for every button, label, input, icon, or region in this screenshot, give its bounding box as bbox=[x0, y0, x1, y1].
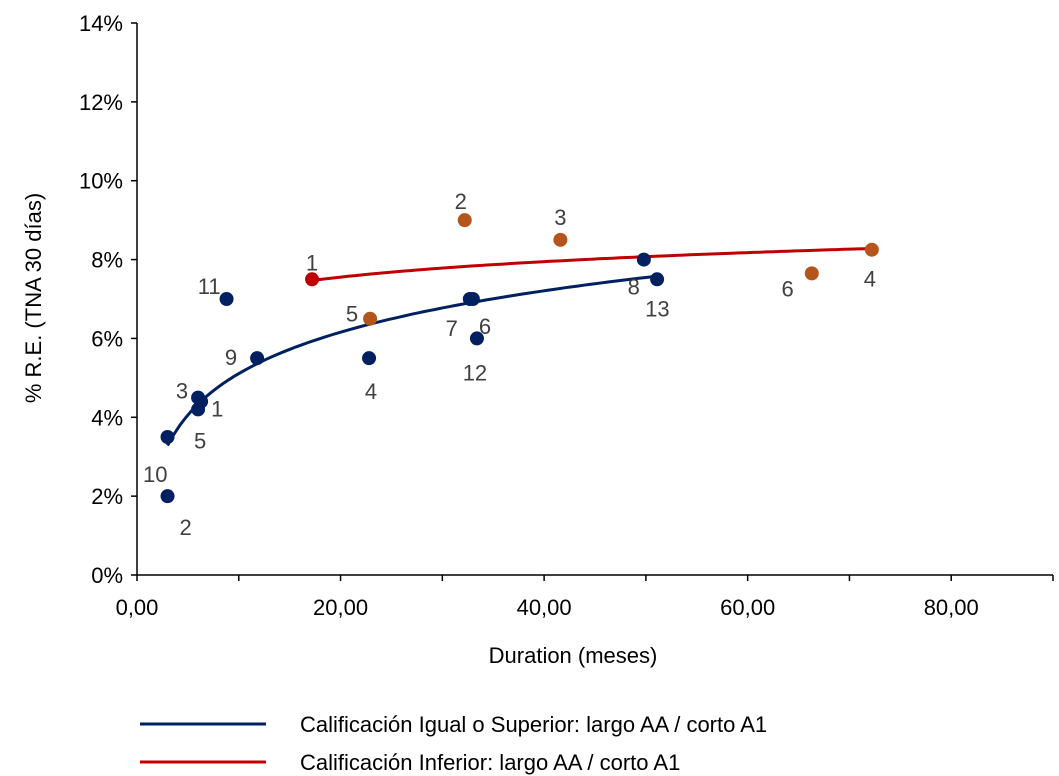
x-axis-ticks: 0,00 20,00 40,00 60,00 80,00 bbox=[116, 575, 1054, 620]
data-point bbox=[191, 402, 206, 417]
data-point-label: 7 bbox=[446, 316, 458, 341]
data-point-label: 9 bbox=[225, 345, 237, 370]
data-point bbox=[650, 272, 665, 287]
data-point bbox=[636, 252, 651, 267]
x-axis-title: Duration (meses) bbox=[489, 643, 658, 668]
x-tick-label: 80,00 bbox=[924, 595, 979, 620]
y-tick-label: 2% bbox=[91, 484, 123, 509]
data-point bbox=[250, 351, 265, 366]
data-point bbox=[219, 292, 234, 306]
data-point-label: 6 bbox=[782, 276, 794, 301]
data-point-label: 3 bbox=[554, 205, 566, 230]
data-point bbox=[191, 390, 206, 405]
data-point-label: 2 bbox=[455, 189, 467, 214]
legend: Calificación Igual o Superior: largo AA … bbox=[140, 712, 767, 775]
data-point-label: 1 bbox=[211, 397, 223, 422]
x-tick-label: 40,00 bbox=[517, 595, 572, 620]
legend-label-series-2: Calificación Inferior: largo AA / corto … bbox=[300, 750, 680, 775]
data-points bbox=[160, 213, 879, 504]
x-tick-label: 0,00 bbox=[116, 595, 159, 620]
plot-area: 0% 2% 4% 6% 8% 10% 12% 14% 0,00 20,00 40,00 60,00 8… bbox=[79, 11, 1054, 620]
y-tick-label: 12% bbox=[79, 90, 123, 115]
y-tick-label: 0% bbox=[91, 563, 123, 588]
y-tick-label: 4% bbox=[91, 405, 123, 430]
data-point bbox=[362, 351, 377, 366]
x-tick-label: 20,00 bbox=[313, 595, 368, 620]
y-axis-title: % R.E. (TNA 30 días) bbox=[21, 193, 46, 403]
data-point bbox=[160, 430, 175, 444]
data-point-label: 13 bbox=[645, 296, 669, 321]
data-point bbox=[363, 311, 378, 326]
trendline-series-1 bbox=[166, 274, 658, 447]
data-point-label: 5 bbox=[194, 428, 206, 453]
y-tick-label: 10% bbox=[79, 169, 123, 194]
data-point-label: 12 bbox=[463, 360, 487, 385]
data-point bbox=[305, 272, 320, 287]
data-point-label: 5 bbox=[346, 302, 358, 327]
data-point bbox=[160, 489, 175, 504]
data-point-label: 2 bbox=[180, 515, 192, 540]
y-axis-ticks: 0% 2% 4% 6% 8% 10% 12% 14% bbox=[79, 11, 137, 588]
data-point-label: 4 bbox=[365, 379, 377, 404]
data-point-label: 1 bbox=[306, 250, 318, 275]
y-tick-label: 8% bbox=[91, 248, 123, 273]
data-point-label: 8 bbox=[628, 275, 640, 300]
y-tick-label: 6% bbox=[91, 326, 123, 351]
data-point-label: 10 bbox=[143, 462, 167, 487]
data-point bbox=[553, 232, 568, 247]
trendline-series-2 bbox=[311, 247, 872, 282]
data-point bbox=[462, 292, 477, 306]
trendlines bbox=[166, 247, 872, 447]
y-tick-label: 14% bbox=[79, 11, 123, 36]
x-tick-label: 60,00 bbox=[720, 595, 775, 620]
data-point-label: 3 bbox=[176, 379, 188, 404]
legend-label-series-1: Calificación Igual o Superior: largo AA … bbox=[300, 712, 767, 737]
data-point bbox=[864, 242, 879, 257]
data-point-label: 6 bbox=[479, 314, 491, 339]
data-point bbox=[457, 213, 472, 228]
data-point bbox=[804, 266, 819, 281]
data-point bbox=[469, 331, 484, 346]
data-point-label: 4 bbox=[864, 267, 876, 292]
data-point-label: 11 bbox=[198, 274, 221, 299]
